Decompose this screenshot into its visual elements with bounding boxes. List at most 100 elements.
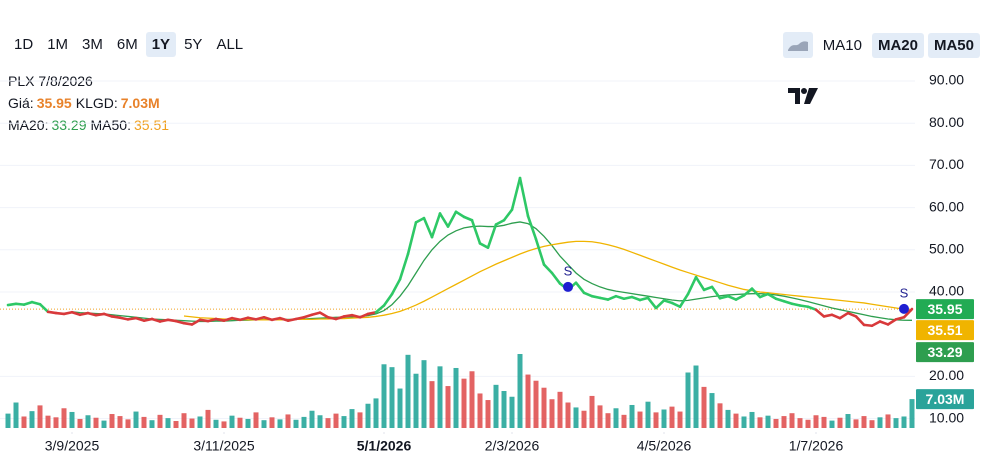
- price-segment: [750, 287, 762, 299]
- price-segment: [342, 313, 354, 318]
- volume-bar: [885, 414, 891, 428]
- range-button[interactable]: ALL: [216, 36, 244, 53]
- last-value-box: [916, 342, 974, 363]
- last-value-label: 33.29: [927, 344, 962, 360]
- volume-bar: [517, 354, 523, 428]
- y-tick-label: 20.00: [929, 367, 964, 383]
- volume-bar: [573, 407, 579, 428]
- price-segment: [582, 291, 594, 298]
- volume-bar: [445, 386, 451, 428]
- volume-bar: [357, 412, 363, 428]
- indicator-toolbar: MA10 MA20 MA50: [782, 32, 980, 58]
- price-segment: [854, 315, 866, 327]
- volume-bar: [773, 418, 779, 428]
- volume-bar: [309, 410, 315, 428]
- volume-bar: [117, 416, 123, 428]
- volume-bar: [285, 414, 291, 428]
- chart-style-button[interactable]: [782, 32, 813, 58]
- price-segment: [326, 315, 338, 321]
- range-button[interactable]: 3M: [82, 36, 103, 53]
- price-segment: [590, 294, 602, 300]
- price-segment: [134, 316, 146, 322]
- volume-bar: [901, 416, 907, 428]
- range-button[interactable]: 1M: [47, 36, 69, 53]
- price-segment: [422, 216, 434, 239]
- last-value-label: 35.95: [927, 301, 962, 317]
- indicator-button[interactable]: MA10: [822, 36, 862, 54]
- price-segment: [790, 302, 802, 307]
- price-segment: [622, 295, 634, 301]
- volume-bar: [909, 399, 915, 428]
- price-segment: [54, 311, 66, 316]
- price-segment: [350, 313, 362, 319]
- volume-bar: [629, 404, 635, 428]
- volume-bar: [229, 415, 235, 428]
- y-tick-label: 10.00: [929, 409, 964, 425]
- price-segment: [302, 313, 314, 319]
- price-segment: [614, 294, 626, 301]
- y-tick-label: 60.00: [929, 198, 964, 214]
- volume-bar: [525, 374, 531, 428]
- volume-bar: [413, 373, 419, 428]
- volume-bar: [53, 417, 59, 428]
- price-segment: [30, 300, 42, 306]
- signal-dot: [899, 303, 909, 314]
- price-segment: [214, 317, 226, 322]
- price-segment: [686, 275, 698, 296]
- range-button[interactable]: 5Y: [184, 36, 203, 53]
- tv-logo: [788, 88, 818, 104]
- price-segment: [262, 315, 274, 322]
- price-segment: [38, 302, 50, 314]
- volume-bar: [637, 411, 643, 428]
- volume-bar: [237, 417, 243, 428]
- price-segment: [366, 310, 378, 316]
- range-toolbar: 1D 1M 3M 6M 1Y 5Y ALL: [8, 32, 249, 57]
- volume-bar: [597, 405, 603, 428]
- area-icon: [787, 41, 808, 51]
- price-segment: [230, 316, 242, 322]
- volume-bar: [85, 415, 91, 428]
- volume-bar: [453, 367, 459, 428]
- price-segment: [182, 321, 194, 326]
- volume-bar: [485, 400, 491, 428]
- price-segment: [758, 292, 770, 299]
- price-segment: [78, 311, 90, 317]
- volume-bar: [397, 388, 403, 428]
- indicator-button[interactable]: MA20: [871, 32, 924, 58]
- volume-bar: [173, 421, 179, 428]
- volume-bar: [389, 367, 395, 428]
- volume-bar: [373, 398, 379, 428]
- signal-label: S: [900, 285, 909, 300]
- indicator-button[interactable]: MA50: [927, 32, 980, 58]
- price-segment: [270, 316, 282, 322]
- signal-label: S: [564, 263, 573, 278]
- volume-label: KLGD:: [75, 95, 118, 111]
- volume-bar: [557, 391, 563, 428]
- price-segment: [118, 316, 130, 321]
- last-value-label: 35.51: [927, 322, 962, 338]
- volume-bar: [693, 365, 699, 428]
- volume-bar: [341, 416, 347, 428]
- x-tick-label: 3/11/2025: [193, 438, 254, 454]
- price-segment: [470, 218, 482, 245]
- volume-bar: [261, 420, 267, 428]
- price-value: 35.95: [36, 95, 72, 111]
- price-segment: [438, 212, 450, 228]
- price-segment: [822, 313, 834, 318]
- volume-bar: [861, 416, 867, 428]
- range-button[interactable]: 1D: [14, 36, 34, 53]
- price-segment: [254, 315, 266, 321]
- volume-bar: [565, 402, 571, 428]
- price-segment: [566, 281, 578, 292]
- volume-bar: [189, 418, 195, 428]
- volume-bar: [157, 414, 163, 428]
- volume-bar: [293, 419, 299, 428]
- volume-bar: [677, 411, 683, 428]
- price-segment: [358, 312, 370, 319]
- price-segment: [478, 242, 490, 249]
- volume-bar: [837, 417, 843, 428]
- range-button[interactable]: 6M: [116, 36, 138, 53]
- range-button[interactable]: 1Y: [145, 32, 177, 57]
- price-segment: [734, 294, 746, 301]
- volume-bar: [349, 409, 355, 428]
